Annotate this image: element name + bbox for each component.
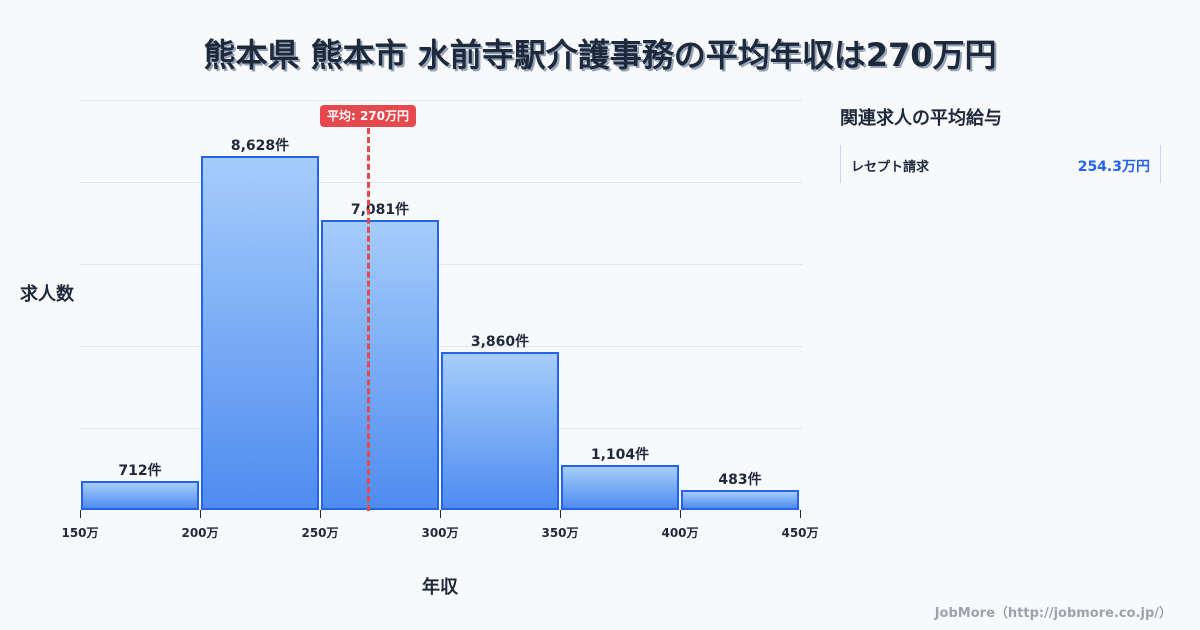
- x-tick: [200, 510, 201, 518]
- histogram-bar[interactable]: [321, 219, 439, 510]
- related-job-name: レセプト請求: [851, 160, 930, 175]
- bar-value-label: 8,628件: [230, 138, 290, 155]
- gridline: [80, 100, 802, 101]
- gridline: [80, 182, 802, 183]
- related-salary-item[interactable]: レセプト請求 254.3万円: [840, 145, 1161, 183]
- bar-value-label: 3,860件: [470, 333, 530, 350]
- x-tick: [80, 510, 81, 518]
- x-tick-label: 400万: [661, 526, 699, 540]
- histogram-bar[interactable]: [441, 351, 559, 510]
- bar-value-label: 1,104件: [590, 446, 650, 463]
- histogram-plot: 712件 8,628件 7,081件 3,860件 1,104件 483件: [80, 100, 802, 511]
- related-salary-title: 関連求人の平均給与: [840, 108, 1002, 129]
- x-tick-label: 150万: [61, 526, 99, 540]
- x-axis-label: 年収: [422, 577, 458, 598]
- average-badge: 平均: 270万円: [319, 105, 417, 127]
- bar-value-label: 7,081件: [350, 201, 410, 218]
- x-tick: [680, 510, 681, 518]
- histogram-bar[interactable]: [201, 156, 319, 510]
- x-tick-label: 250万: [301, 526, 339, 540]
- x-tick: [560, 510, 561, 518]
- bar-value-label: 483件: [718, 472, 762, 489]
- footer-credit: JobMore（http://jobmore.co.jp/）: [934, 606, 1172, 621]
- x-tick: [800, 510, 801, 518]
- x-tick-label: 300万: [421, 526, 459, 540]
- gridline: [80, 346, 802, 347]
- gridline: [80, 264, 802, 265]
- bar-value-label: 712件: [118, 462, 162, 479]
- y-axis-label: 求人数: [20, 284, 74, 305]
- page-title: 熊本県 熊本市 水前寺駅介護事務の平均年収は270万円: [203, 36, 997, 74]
- histogram-bar[interactable]: [561, 464, 679, 510]
- related-job-salary: 254.3万円: [1077, 159, 1150, 175]
- x-tick: [320, 510, 321, 518]
- histogram-bar[interactable]: [681, 490, 799, 510]
- histogram-bar[interactable]: [81, 480, 199, 510]
- average-line: [367, 128, 370, 511]
- x-tick-label: 450万: [781, 526, 819, 540]
- x-tick-label: 200万: [181, 526, 219, 540]
- x-tick-label: 350万: [541, 526, 579, 540]
- x-tick: [440, 510, 441, 518]
